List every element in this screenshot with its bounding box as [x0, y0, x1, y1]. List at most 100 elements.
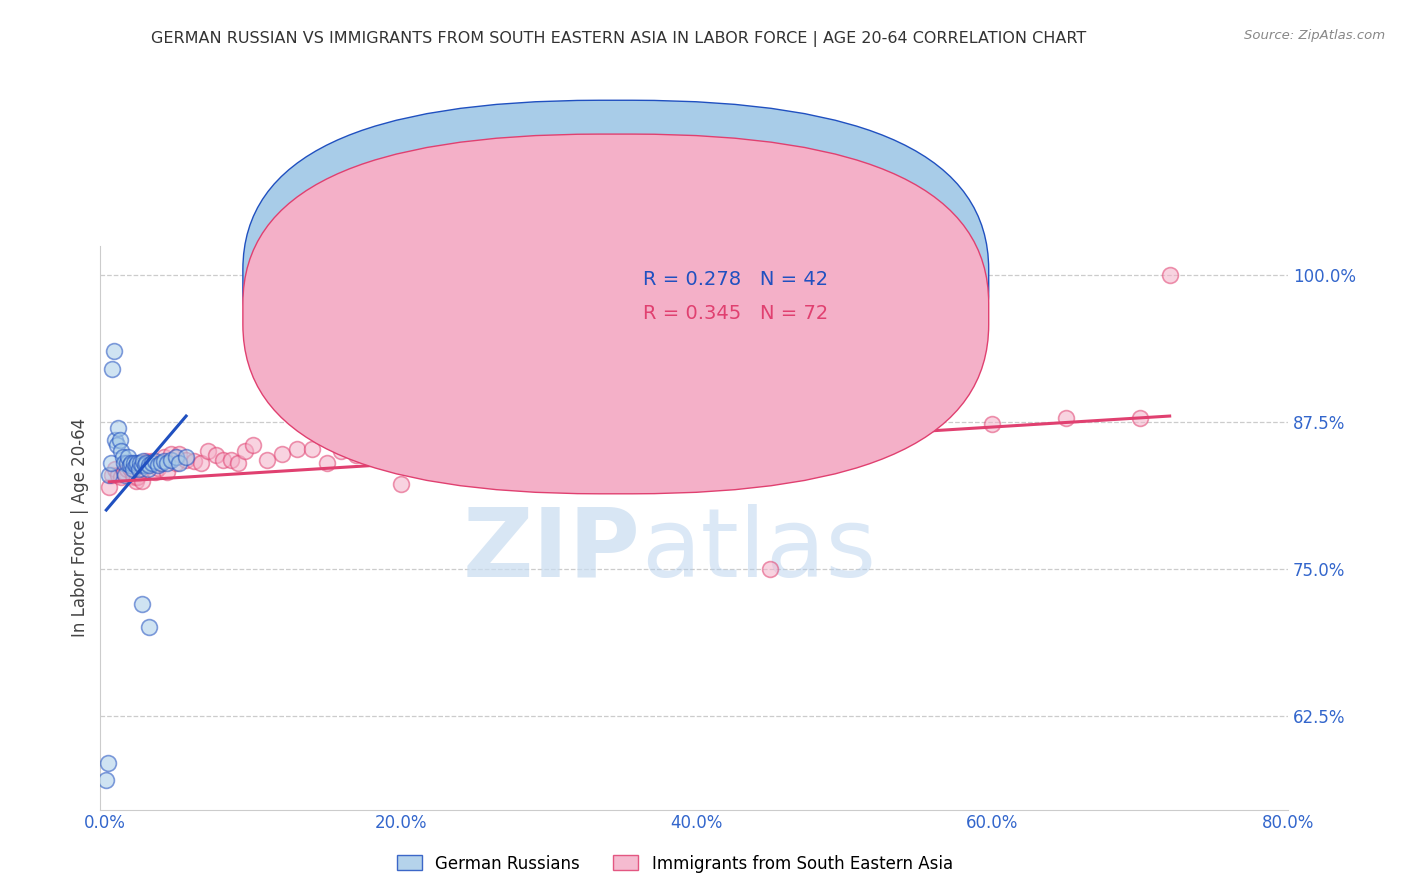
Point — [156, 466, 179, 480]
Point — [138, 620, 160, 634]
Point — [360, 438, 382, 452]
Point — [256, 452, 278, 467]
Point — [141, 453, 163, 467]
Point — [135, 453, 157, 467]
Text: atlas: atlas — [641, 504, 876, 597]
Point — [167, 447, 190, 461]
Text: Source: ZipAtlas.com: Source: ZipAtlas.com — [1244, 29, 1385, 42]
Point — [197, 444, 219, 458]
Point — [110, 470, 132, 484]
Point — [120, 456, 142, 470]
Point — [212, 452, 235, 467]
Point — [389, 477, 412, 491]
Point — [219, 452, 242, 467]
Point — [138, 458, 160, 473]
Point — [111, 450, 134, 465]
Point — [135, 456, 157, 470]
Point — [165, 450, 187, 465]
Point — [1129, 411, 1152, 425]
Point — [242, 438, 264, 452]
Point — [143, 466, 166, 480]
Point — [98, 467, 121, 482]
Point — [315, 456, 337, 470]
Point — [127, 470, 149, 484]
Point — [132, 453, 155, 467]
Point — [190, 456, 212, 470]
Point — [98, 479, 121, 493]
Point — [129, 456, 152, 470]
Point — [118, 458, 141, 473]
Point — [114, 467, 136, 482]
Point — [146, 458, 169, 473]
Point — [404, 442, 426, 456]
Point — [128, 462, 150, 476]
Point — [508, 434, 530, 449]
Y-axis label: In Labor Force | Age 20-64: In Labor Force | Age 20-64 — [72, 418, 89, 637]
Point — [433, 442, 456, 456]
Point — [125, 458, 148, 473]
Point — [117, 450, 139, 465]
Point — [120, 462, 142, 476]
Point — [1159, 268, 1181, 282]
Point — [124, 456, 146, 470]
Point — [204, 448, 226, 462]
Point — [131, 458, 153, 473]
Point — [537, 434, 560, 449]
Text: ZIP: ZIP — [463, 504, 641, 597]
Point — [344, 448, 367, 462]
Point — [136, 462, 159, 476]
Point — [582, 452, 605, 467]
Point — [655, 447, 678, 461]
FancyBboxPatch shape — [569, 252, 920, 364]
Point — [160, 452, 183, 467]
Point — [271, 447, 294, 461]
Point — [141, 456, 163, 470]
Point — [101, 362, 124, 376]
Point — [981, 417, 1004, 432]
Text: R = 0.278   N = 42: R = 0.278 N = 42 — [643, 270, 828, 289]
Point — [122, 467, 145, 482]
Text: GERMAN RUSSIAN VS IMMIGRANTS FROM SOUTH EASTERN ASIA IN LABOR FORCE | AGE 20-64 : GERMAN RUSSIAN VS IMMIGRANTS FROM SOUTH … — [150, 31, 1087, 47]
Point — [131, 597, 153, 611]
Point — [419, 437, 441, 451]
Point — [160, 447, 183, 461]
Point — [494, 442, 516, 456]
Point — [138, 456, 160, 470]
Point — [612, 452, 634, 467]
Point — [146, 460, 169, 475]
Point — [127, 456, 149, 470]
Point — [100, 456, 122, 470]
Point — [107, 467, 129, 482]
Point — [285, 442, 308, 456]
Point — [464, 442, 486, 456]
Point — [122, 462, 145, 476]
Point — [174, 452, 197, 467]
Point — [165, 456, 187, 470]
Point — [330, 444, 353, 458]
Point — [128, 466, 150, 480]
Point — [115, 462, 138, 476]
Point — [134, 458, 156, 473]
Point — [125, 474, 148, 488]
Point — [129, 456, 152, 470]
Point — [174, 450, 197, 465]
Point — [143, 453, 166, 467]
Point — [117, 456, 139, 470]
Point — [150, 456, 173, 470]
Point — [907, 423, 929, 437]
Point — [105, 438, 128, 452]
Point — [107, 421, 129, 435]
Point — [134, 456, 156, 470]
Point — [110, 444, 132, 458]
FancyBboxPatch shape — [243, 134, 988, 494]
Point — [118, 460, 141, 475]
Text: R = 0.345   N = 72: R = 0.345 N = 72 — [643, 304, 828, 323]
Point — [233, 444, 256, 458]
Point — [301, 442, 323, 456]
Point — [108, 433, 131, 447]
FancyBboxPatch shape — [243, 100, 988, 460]
Point — [714, 444, 737, 458]
Point — [567, 456, 589, 470]
Point — [226, 456, 249, 470]
Point — [183, 453, 205, 467]
